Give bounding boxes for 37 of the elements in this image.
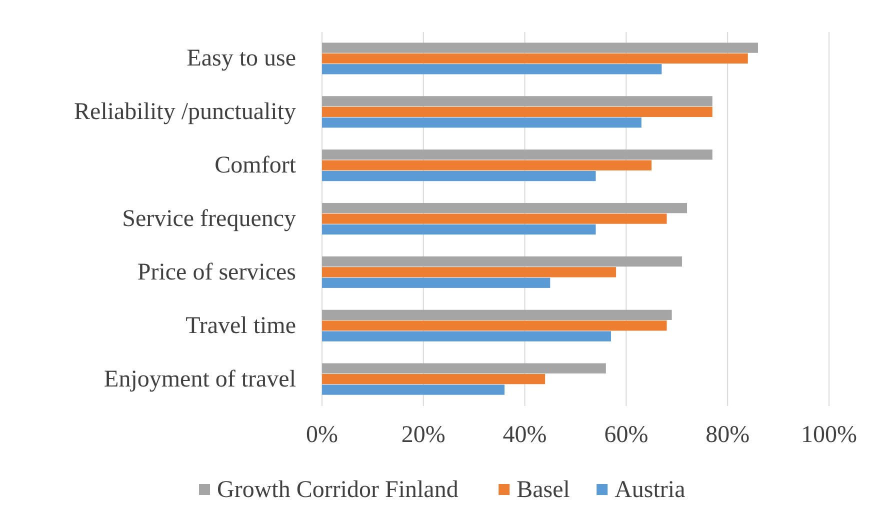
bar — [322, 310, 672, 320]
bar — [322, 256, 682, 267]
y-tick-label: Price of services — [137, 259, 296, 286]
bar — [322, 320, 667, 331]
x-tick-label: 60% — [604, 422, 648, 448]
x-tick-label: 80% — [706, 422, 750, 448]
y-tick-label: Travel time — [186, 312, 296, 339]
bar — [322, 117, 642, 128]
bar — [322, 278, 550, 288]
bar — [322, 224, 596, 235]
legend-label: Growth Corridor Finland — [217, 477, 458, 503]
y-tick-label: Comfort — [214, 152, 296, 179]
bar — [322, 374, 546, 384]
y-tick-label: Reliability /punctuality — [74, 99, 296, 126]
bar — [322, 53, 748, 64]
bar — [322, 384, 505, 395]
bar — [322, 331, 611, 342]
legend-label: Austria — [614, 477, 686, 503]
bar — [322, 106, 712, 117]
x-tick-label: 40% — [502, 422, 547, 448]
bar — [322, 160, 652, 170]
x-tick-label: 100% — [801, 422, 857, 448]
bar — [322, 363, 606, 374]
bar — [322, 267, 616, 278]
x-tick-label: 20% — [401, 422, 446, 448]
bar — [322, 64, 662, 74]
legend-label: Basel — [516, 477, 570, 503]
bar — [322, 170, 596, 182]
bar — [322, 42, 758, 53]
x-tick-label: 0% — [306, 422, 338, 448]
y-tick-label: Enjoyment of travel — [104, 366, 296, 392]
bar — [322, 96, 712, 106]
y-tick-label: Easy to use — [186, 46, 296, 72]
bar — [322, 202, 688, 214]
bar — [322, 150, 712, 160]
bar — [322, 214, 667, 224]
y-tick-label: Service frequency — [122, 206, 296, 232]
